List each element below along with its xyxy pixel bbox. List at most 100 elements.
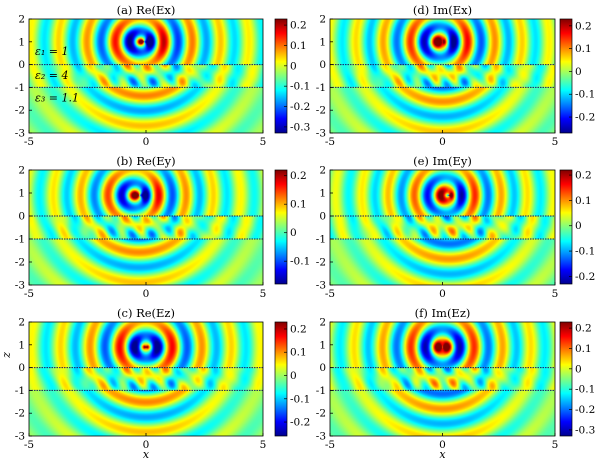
colorbar-tick-label: 0.2 xyxy=(290,20,307,32)
x-tick-label: 0 xyxy=(439,136,446,148)
x-tick-label: -5 xyxy=(325,439,335,451)
colorbar xyxy=(559,321,573,437)
colorbar-tick-label: 0 xyxy=(290,227,297,239)
y-tick-label: 2 xyxy=(18,14,25,26)
y-tick-label: -3 xyxy=(316,431,326,443)
y-tick-label: 0 xyxy=(18,59,25,71)
y-tick-label: 0 xyxy=(18,362,25,374)
colorbar-tick-label: -0.2 xyxy=(575,112,595,124)
x-tick-label: -5 xyxy=(24,288,34,300)
y-tick-label: 1 xyxy=(319,36,326,48)
colorbar-tick-label: -0.3 xyxy=(575,424,595,436)
colorbar-tick-label: -0.1 xyxy=(575,246,595,258)
y-tick-label: 2 xyxy=(319,165,326,177)
colorbar-tick-label: 0 xyxy=(575,220,582,232)
x-tick-label: -5 xyxy=(325,136,335,148)
panel-1: (a) Re(Ex) -5 0 5 2 1 0 -1 -2 -3 0.2 0.1 0 -0.1 -0.2 -0… xyxy=(15,3,310,148)
y-tick-label: 2 xyxy=(319,14,326,26)
colorbar-tick-label: 0.2 xyxy=(575,323,592,335)
y-tick-label: 0 xyxy=(319,211,326,223)
colorbar-tick-label: 0.2 xyxy=(290,170,307,182)
y-tick-label: -3 xyxy=(15,128,25,140)
y-tick-label: -3 xyxy=(316,280,326,292)
colorbar-tick-label: -0.1 xyxy=(290,393,310,405)
colorbar xyxy=(274,169,288,285)
y-tick-label: 1 xyxy=(18,36,25,48)
colorbar-tick-label: -0.2 xyxy=(575,271,595,283)
y-tick-label: -1 xyxy=(316,385,326,397)
x-tick-label: -5 xyxy=(24,136,34,148)
colorbar-tick-label: 0.2 xyxy=(575,170,592,182)
y-tick-label: -2 xyxy=(15,408,25,420)
heatmap-image xyxy=(330,170,555,285)
y-tick-label: -2 xyxy=(316,257,326,269)
panel-3: (b) Re(Ey) -5 0 5 2 1 0 -1 -2 -3 0.2 0.1 0 -0.1 xyxy=(15,154,310,300)
layer-label-1: ε₁ = 1 xyxy=(35,45,69,58)
y-tick-label: -1 xyxy=(316,82,326,94)
panel-2: (d) Im(Ex) -5 0 5 2 1 0 -1 -2 -3 0.2 0.1 0 -0.1 -0.2 xyxy=(316,3,595,148)
colorbar-tick-label: 0.2 xyxy=(575,20,592,32)
y-tick-label: -2 xyxy=(316,408,326,420)
z-axis-label: z xyxy=(0,352,13,359)
y-tick-label: 2 xyxy=(18,317,25,329)
y-tick-label: 1 xyxy=(18,188,25,200)
x-tick-label: 0 xyxy=(143,136,150,148)
y-tick-label: -1 xyxy=(316,234,326,246)
colorbar xyxy=(274,321,288,437)
y-tick-label: 1 xyxy=(18,339,25,351)
y-tick-label: 1 xyxy=(319,339,326,351)
y-tick-label: 2 xyxy=(18,165,25,177)
y-tick-label: 0 xyxy=(319,59,326,71)
colorbar-tick-label: -0.1 xyxy=(290,81,310,93)
y-tick-label: -2 xyxy=(15,257,25,269)
colorbar-tick-label: 0.1 xyxy=(290,347,307,359)
colorbar-tick-label: -0.1 xyxy=(575,384,595,396)
colorbar-tick-label: -0.2 xyxy=(575,404,595,416)
y-tick-label: 1 xyxy=(319,188,326,200)
colorbar-tick-label: 0.2 xyxy=(290,323,307,335)
y-tick-label: -3 xyxy=(15,280,25,292)
panel-title: (f) Im(Ez) xyxy=(415,306,471,320)
x-tick-label: 5 xyxy=(552,136,559,148)
colorbar-tick-label: 0 xyxy=(575,66,582,78)
heatmap-image xyxy=(330,19,555,133)
x-tick-label: 5 xyxy=(260,288,267,300)
x-tick-label: 5 xyxy=(260,136,267,148)
colorbar-tick-label: -0.2 xyxy=(290,101,310,113)
y-tick-label: -3 xyxy=(316,128,326,140)
colorbar-tick-label: -0.3 xyxy=(290,121,310,133)
x-tick-label: 0 xyxy=(439,288,446,300)
colorbar-tick-label: -0.2 xyxy=(290,417,310,429)
colorbar-tick-label: 0 xyxy=(290,60,297,72)
colorbar-tick-label: 0.1 xyxy=(290,199,307,211)
panel-title: (e) Im(Ey) xyxy=(413,154,472,168)
x-tick-label: 0 xyxy=(143,439,150,451)
colorbar xyxy=(559,18,573,134)
heatmap-image xyxy=(29,170,263,285)
y-tick-label: -3 xyxy=(15,431,25,443)
x-tick-label: 0 xyxy=(143,288,150,300)
x-axis-label: x xyxy=(439,448,446,461)
colorbar xyxy=(559,169,573,285)
colorbar-tick-label: 0 xyxy=(290,370,297,382)
x-tick-label: 5 xyxy=(260,439,267,451)
x-tick-label: 0 xyxy=(439,439,446,451)
colorbar-tick-label: 0 xyxy=(575,363,582,375)
y-tick-label: 2 xyxy=(319,317,326,329)
panel-title: (d) Im(Ex) xyxy=(413,3,472,17)
y-tick-label: 0 xyxy=(18,211,25,223)
panel-5: (c) Re(Ez) -5 0 5 2 1 0 -1 -2 -3 x 0.2 0.1 0 -0.1 -0.2 xyxy=(15,306,310,461)
y-tick-label: -1 xyxy=(15,82,25,94)
colorbar-tick-label: 0.1 xyxy=(575,343,592,355)
panel-title: (a) Re(Ex) xyxy=(117,3,176,17)
x-axis-label: x xyxy=(143,448,150,461)
panel-title: (c) Re(Ez) xyxy=(117,306,175,320)
panel-title: (b) Re(Ey) xyxy=(116,154,175,168)
y-tick-label: -1 xyxy=(15,385,25,397)
heatmap-image xyxy=(29,322,263,436)
colorbar-tick-label: -0.1 xyxy=(290,256,310,268)
colorbar-tick-label: 0.1 xyxy=(575,43,592,55)
x-tick-label: -5 xyxy=(24,439,34,451)
y-tick-label: 0 xyxy=(319,362,326,374)
